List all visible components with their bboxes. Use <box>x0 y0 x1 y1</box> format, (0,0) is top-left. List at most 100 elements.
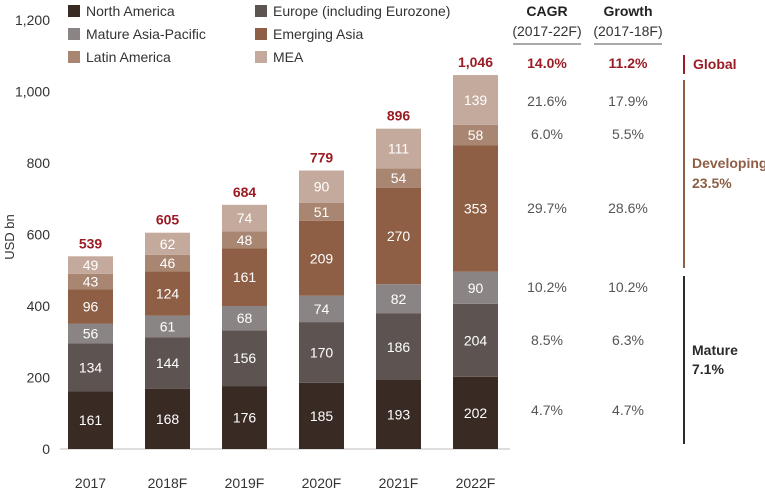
bar-value-label: 185 <box>310 408 334 424</box>
bar-total-label: 779 <box>310 150 334 166</box>
bar-value-label: 353 <box>464 201 488 217</box>
bar-segment <box>376 168 421 188</box>
bar-value-label: 96 <box>83 298 99 314</box>
bar-segment <box>299 220 344 296</box>
bar-segment <box>222 204 267 232</box>
legend-label: North America <box>86 3 175 19</box>
bar-value-label: 161 <box>79 412 103 428</box>
bar-segment <box>68 391 113 449</box>
table-growth-cell: 5.5% <box>612 126 644 142</box>
bar-segment <box>299 170 344 203</box>
bar-segment <box>299 382 344 449</box>
group-label-mature: Mature <box>692 342 738 358</box>
growth-table: CAGR (2017-22F) Growth (2017-18F) 14.0% 11.2%… <box>512 3 662 418</box>
bar-total-label: 605 <box>156 212 180 228</box>
y-tick-label: 400 <box>27 298 51 314</box>
bar-value-label: 56 <box>83 326 99 342</box>
bar-value-label: 161 <box>233 269 257 285</box>
y-tick-label: 1,000 <box>15 84 50 100</box>
bar-value-label: 68 <box>237 310 253 326</box>
table-header-subtitle: (2017-18F) <box>593 23 662 39</box>
bar-value-label: 134 <box>79 359 103 375</box>
bar-segment <box>299 322 344 383</box>
bar-value-label: 204 <box>464 332 488 348</box>
bar-value-label: 202 <box>464 405 488 421</box>
table-header-subtitle: (2017-22F) <box>512 23 581 39</box>
bar-segment <box>222 386 267 449</box>
bar-value-label: 82 <box>391 291 407 307</box>
bar-segment <box>453 145 498 272</box>
bar-segment <box>453 303 498 377</box>
bar-value-label: 51 <box>314 204 330 220</box>
bar-segment <box>376 313 421 381</box>
bar-value-label: 124 <box>156 285 180 301</box>
bar-value-label: 209 <box>310 250 334 266</box>
y-tick-label: 0 <box>42 441 50 457</box>
y-tick-label: 800 <box>27 155 51 171</box>
bar-value-label: 49 <box>83 257 99 273</box>
bar-segment <box>222 306 267 331</box>
bar-segment <box>222 231 267 249</box>
bar-value-label: 156 <box>233 350 257 366</box>
bar-segment <box>376 284 421 314</box>
bar-segment <box>145 388 190 449</box>
bar-segment <box>145 271 190 316</box>
bar-value-label: 62 <box>160 236 176 252</box>
bar-value-label: 74 <box>237 210 253 226</box>
bar-value-label: 58 <box>468 127 484 143</box>
bar-total-label: 684 <box>233 184 257 200</box>
table-header-title: CAGR <box>526 3 567 19</box>
y-tick-label: 1,200 <box>15 12 50 28</box>
bar-segment <box>145 337 190 389</box>
bar-segment <box>453 376 498 449</box>
legend: North America Europe (including Eurozone)… <box>68 3 450 65</box>
table-cagr-cell: 10.2% <box>527 279 567 295</box>
legend-label: Emerging Asia <box>273 26 363 42</box>
bar-segment <box>453 271 498 304</box>
bar-segment <box>453 75 498 125</box>
bar-value-label: 139 <box>464 92 488 108</box>
group-rate-mature: 7.1% <box>692 361 724 377</box>
legend-label: Europe (including Eurozone) <box>273 3 450 19</box>
bar-value-label: 90 <box>468 280 484 296</box>
bar-value-label: 74 <box>314 301 330 317</box>
bar-segment <box>222 330 267 387</box>
bar-value-label: 168 <box>156 411 180 427</box>
bar-value-label: 186 <box>387 339 411 355</box>
table-growth-cell: 17.9% <box>608 93 648 109</box>
legend-label: Latin America <box>86 49 171 65</box>
x-tick-label: 2022F <box>456 475 496 490</box>
bar-value-label: 193 <box>387 407 411 423</box>
table-cagr-cell: 14.0% <box>527 55 567 71</box>
bar-segment <box>145 254 190 272</box>
bar-segment <box>68 273 113 290</box>
y-axis: 0 200 400 600 800 1,000 1,200 USD bn <box>2 12 510 457</box>
bar-total-label: 896 <box>387 108 411 124</box>
bar-segment <box>299 202 344 221</box>
bar-value-label: 54 <box>391 170 407 186</box>
y-tick-label: 200 <box>27 370 51 386</box>
y-axis-label: USD bn <box>2 214 17 260</box>
x-tick-label: 2019F <box>225 475 265 490</box>
group-label-global: Global <box>693 56 737 72</box>
bar-value-label: 111 <box>388 141 409 157</box>
bar-segment <box>299 295 344 323</box>
bar-segment <box>68 323 113 344</box>
legend-swatch <box>68 5 80 17</box>
table-growth-cell: 10.2% <box>608 279 648 295</box>
bar-segment <box>376 380 421 449</box>
x-tick-label: 2021F <box>379 475 419 490</box>
bar-value-label: 170 <box>310 344 334 360</box>
x-tick-label: 2017 <box>75 475 106 490</box>
bar-segment <box>453 124 498 146</box>
table-cagr-cell: 21.6% <box>527 93 567 109</box>
bar-segment <box>222 248 267 306</box>
y-tick-label: 600 <box>27 227 51 243</box>
table-cagr-cell: 4.7% <box>531 402 563 418</box>
table-header-title: Growth <box>604 3 653 19</box>
table-growth-cell: 11.2% <box>609 55 648 71</box>
legend-label: MEA <box>273 49 304 65</box>
group-brackets: Global Developing 23.5% Mature 7.1% <box>683 55 765 444</box>
legend-swatch <box>68 51 80 63</box>
